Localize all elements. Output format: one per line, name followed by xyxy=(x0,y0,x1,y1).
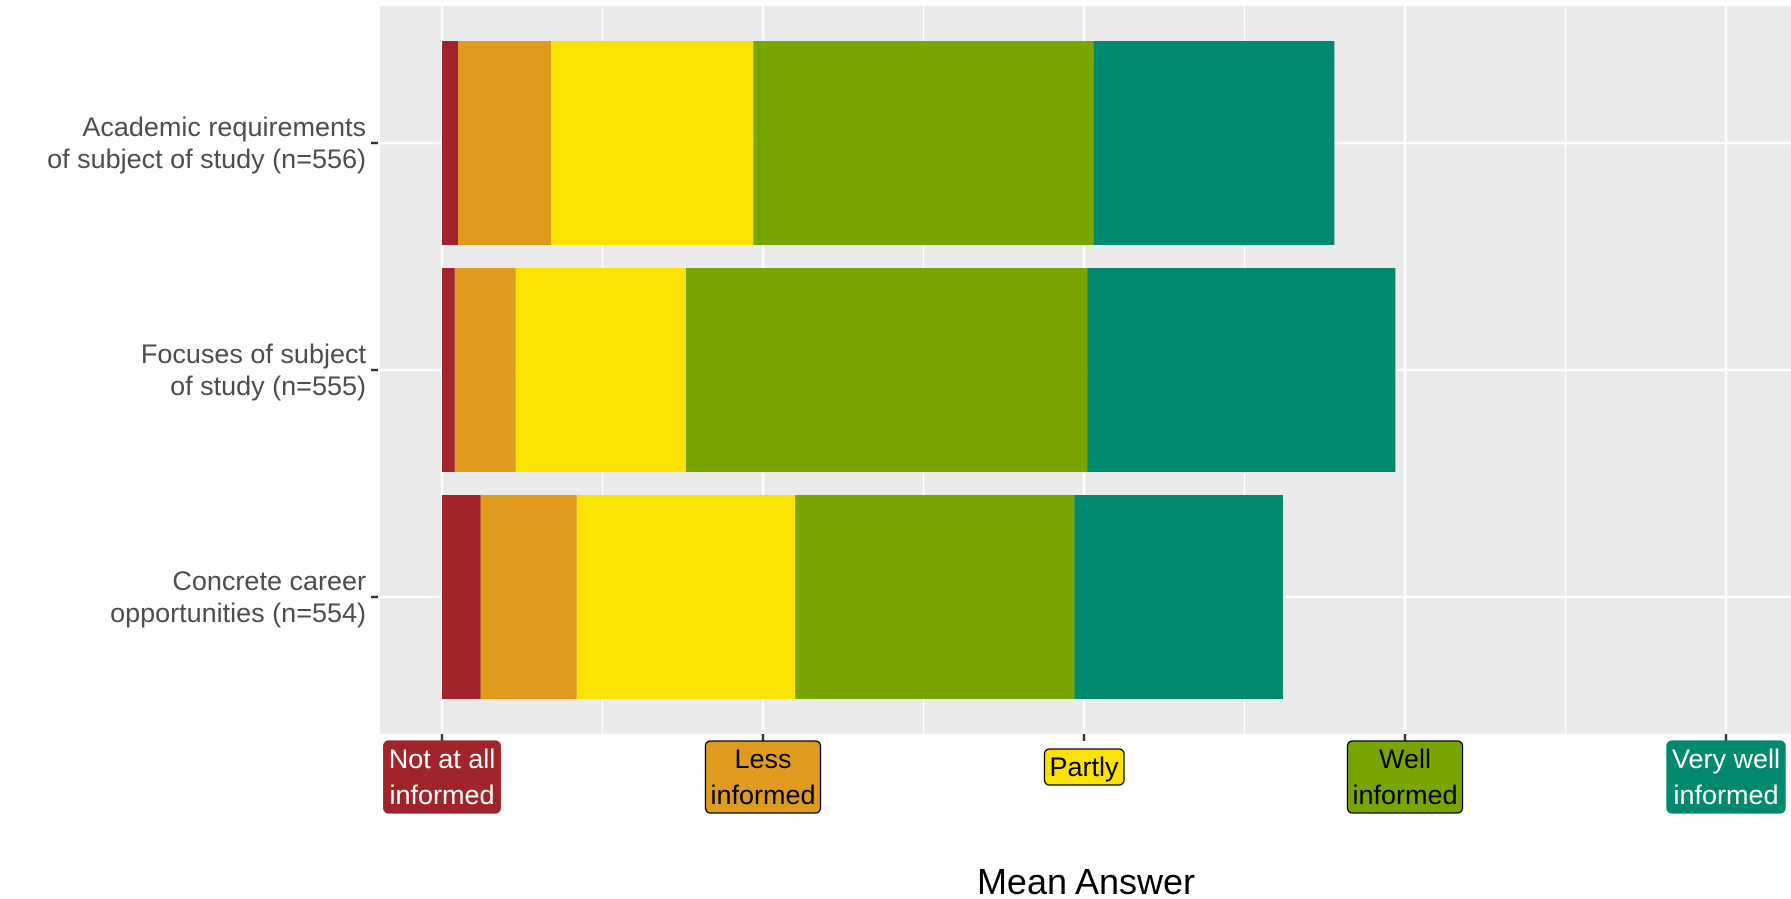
y-tick-label: Focuses of subject of study (n=555) xyxy=(141,339,367,401)
x-tick-label-text: Very well informed xyxy=(1672,744,1780,810)
bar-segment xyxy=(576,495,796,699)
y-axis: Academic requirements of subject of study… xyxy=(47,112,378,628)
x-tick-label-box xyxy=(1666,740,1786,814)
x-tick-label-text: Less informed xyxy=(710,744,815,810)
y-tick-label: Academic requirements of subject of study… xyxy=(47,112,366,174)
y-tick-label-line: opportunities (n=554) xyxy=(110,598,366,628)
x-axis-title: Mean Answer xyxy=(977,861,1195,899)
x-tick-label-line: informed xyxy=(389,780,494,810)
x-tick-label-line: Well xyxy=(1379,744,1431,774)
x-tick-label-line: informed xyxy=(1352,780,1457,810)
x-tick-label-line: Very well xyxy=(1672,744,1780,774)
bars xyxy=(442,41,1396,699)
x-tick-label: Well informed xyxy=(1346,740,1464,814)
bar-segment xyxy=(685,268,1088,472)
bar-segment xyxy=(458,41,552,245)
y-tick-label: Concrete career opportunities (n=554) xyxy=(110,566,366,628)
x-tick-label-line: Partly xyxy=(1049,752,1119,782)
bar-segment xyxy=(795,495,1075,699)
bar-segment xyxy=(1093,41,1335,245)
y-tick-label-line: Academic requirements xyxy=(82,112,366,142)
bar-segment xyxy=(442,41,459,245)
x-tick-label-line: informed xyxy=(710,780,815,810)
bar-segment xyxy=(1087,268,1396,472)
x-axis: Not at all informed Less informed Partly Well… xyxy=(383,734,1786,814)
x-tick-label-text: Partly xyxy=(1049,752,1119,782)
x-tick-label: Partly xyxy=(1043,748,1125,786)
x-tick-label-box xyxy=(704,740,822,814)
y-tick-label-line: of study (n=555) xyxy=(170,371,366,401)
y-tick-label-line: Concrete career xyxy=(172,566,366,596)
x-tick-label-box xyxy=(1043,748,1125,786)
x-tick-label: Not at all informed xyxy=(383,740,501,814)
x-tick-label-line: Not at all xyxy=(389,744,496,774)
bar-segment xyxy=(454,268,516,472)
y-tick-label-line: Focuses of subject xyxy=(141,339,367,369)
x-tick-label-line: Less xyxy=(734,744,791,774)
x-tick-label-text: Well informed xyxy=(1352,744,1457,810)
bar-segment xyxy=(515,268,686,472)
x-tick-label: Very well informed xyxy=(1666,740,1786,814)
x-tick-label: Less informed xyxy=(704,740,822,814)
bar-segment xyxy=(442,268,455,472)
y-tick-label-line: of subject of study (n=556) xyxy=(47,144,366,174)
bar-segment xyxy=(551,41,754,245)
x-tick-label-line: informed xyxy=(1673,780,1778,810)
x-tick-label-text: Not at all informed xyxy=(389,744,496,810)
x-tick-label-box xyxy=(383,740,501,814)
bar-segment xyxy=(1074,495,1284,699)
bar-segment xyxy=(442,495,481,699)
bar-segment xyxy=(753,41,1094,245)
bar-segment xyxy=(480,495,577,699)
x-tick-label-box xyxy=(1346,740,1464,814)
